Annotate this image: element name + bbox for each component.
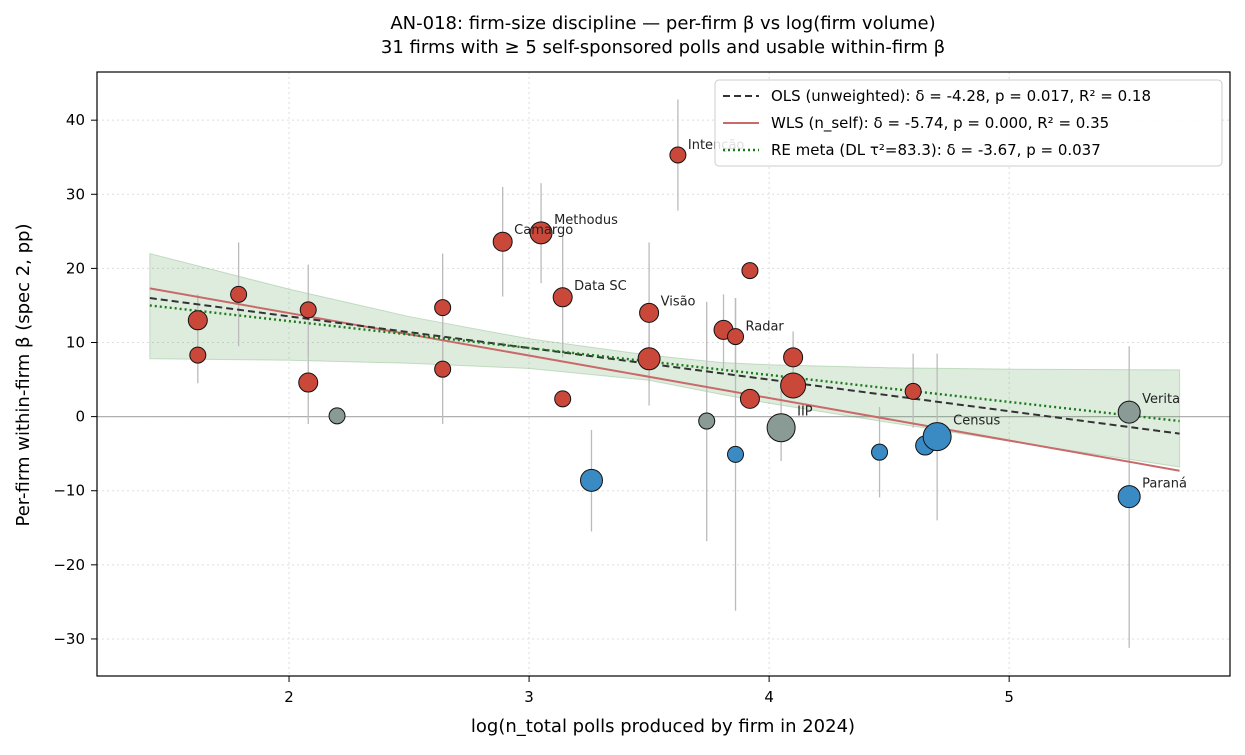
re-confidence-band: [149, 252, 1181, 468]
data-point-14: [637, 347, 661, 371]
data-point-7: [434, 360, 452, 378]
data-point-28: [922, 422, 952, 452]
ols-fit-line: [149, 297, 1180, 435]
point-label-30: Paraná: [1142, 477, 1187, 492]
legend-label-wls: WLS (n_self): δ = -5.74, p = 0.000, R² =…: [771, 114, 1109, 133]
point-label-10: Data SC: [574, 279, 627, 294]
point-label-9: Methodus: [554, 213, 618, 228]
x-tick-label-3: 5: [1004, 688, 1014, 706]
y-tick-label-0: −30: [53, 630, 85, 648]
y-tick-label-7: 40: [66, 111, 85, 129]
point-label-13: Visão: [661, 294, 696, 309]
data-point-8: [492, 231, 513, 252]
data-point-4: [298, 372, 319, 393]
wls-fit-line: [149, 287, 1180, 472]
axes-frame: [96, 71, 1231, 677]
data-point-12: [579, 468, 603, 492]
plot-content: [149, 99, 1181, 648]
chart-title-line2: 31 firms with ≥ 5 self-sponsored polls a…: [381, 37, 945, 58]
data-point-15: [669, 146, 687, 164]
data-point-13: [639, 302, 660, 323]
data-point-23: [783, 347, 804, 368]
data-point-3: [299, 301, 317, 319]
legend-label-re: RE meta (DL τ²=83.3): δ = -3.67, p = 0.0…: [771, 141, 1101, 159]
data-point-25: [871, 443, 889, 461]
y-axis-label: Per-firm within-firm β (spec 2, pp): [13, 224, 34, 527]
point-label-8: Camargo: [514, 223, 573, 238]
point-label-18: Radar: [746, 320, 785, 335]
data-point-10: [552, 287, 573, 308]
data-point-16: [698, 412, 716, 430]
legend-label-ols: OLS (unweighted): δ = -4.28, p = 0.017, …: [771, 87, 1151, 105]
data-point-20: [741, 262, 759, 280]
y-tick-label-6: 30: [66, 185, 85, 203]
y-tick-label-3: 0: [75, 408, 85, 426]
data-point-26: [904, 382, 922, 400]
point-label-28: Census: [953, 414, 1000, 429]
point-label-29: Verita: [1142, 392, 1180, 407]
data-point-9: [529, 221, 553, 245]
data-point-18: [727, 328, 745, 346]
data-point-24: [780, 372, 807, 399]
data-point-30: [1117, 485, 1141, 509]
y-tick-label-1: −20: [53, 556, 85, 574]
legend-box: [714, 79, 1223, 167]
data-point-1: [189, 346, 207, 364]
data-point-29: [1117, 400, 1141, 424]
data-point-0: [187, 310, 208, 331]
data-point-22: [766, 413, 796, 443]
y-tick-label-2: −10: [53, 482, 85, 500]
data-point-21: [739, 388, 760, 409]
data-point-2: [230, 285, 248, 303]
x-tick-label-1: 3: [524, 688, 534, 706]
data-point-11: [554, 390, 572, 408]
x-tick-label-0: 2: [284, 688, 294, 706]
point-label-22: IIP: [797, 405, 813, 420]
y-tick-label-4: 10: [66, 334, 85, 352]
chart-title-line1: AN-018: firm-size discipline — per-firm …: [390, 13, 935, 34]
data-point-19: [727, 445, 745, 463]
y-tick-label-5: 20: [66, 259, 85, 277]
x-tick-label-2: 4: [764, 688, 774, 706]
x-axis-label: log(n_total polls produced by firm in 20…: [471, 716, 855, 737]
data-point-5: [328, 407, 346, 425]
data-point-6: [434, 299, 452, 317]
